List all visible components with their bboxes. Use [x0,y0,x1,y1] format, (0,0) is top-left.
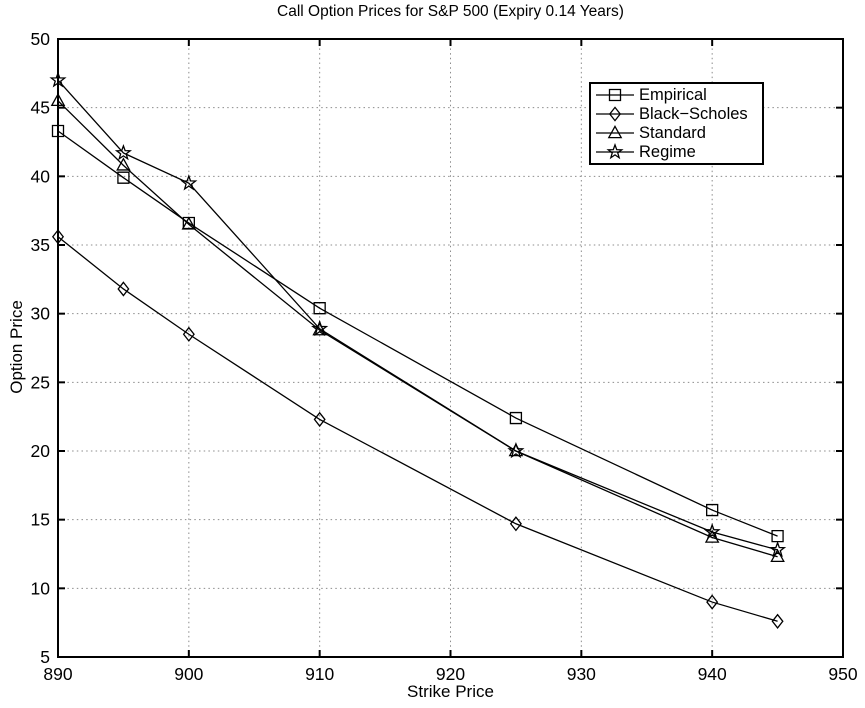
x-tick-label: 890 [43,664,72,684]
legend: Empirical Black−Scholes Standard Regime [589,82,764,165]
x-tick-label: 920 [436,664,465,684]
legend-sample-marker [608,88,622,101]
y-axis-label: Option Price [7,300,26,394]
legend-item-standard: Standard [591,124,762,143]
legend-label: Empirical [639,85,707,104]
series-markers-star [49,71,787,558]
legend-square-marker-icon [596,88,634,101]
x-tick-label: 940 [698,664,727,684]
legend-item-regime: Regime [591,143,762,162]
y-tick-label: 15 [31,510,50,530]
legend-diamond-marker-icon [596,106,634,122]
y-tick-label: 5 [40,647,50,667]
legend-sample-marker [608,106,622,122]
legend-sample-marker [606,143,624,160]
legend-label: Standard [639,124,706,143]
y-tick-label: 10 [31,578,51,598]
chart-title: Call Option Prices for S&P 500 (Expiry 0… [277,3,624,20]
legend-item-empirical: Empirical [591,85,762,104]
y-tick-label: 50 [31,29,51,49]
y-tick-label: 35 [31,235,50,255]
series-line-star [57,79,778,551]
x-axis-label: Strike Price [407,682,494,701]
series-markers-square [51,124,784,543]
x-tick-label: 950 [828,664,857,684]
legend-label: Black−Scholes [639,104,748,123]
axis-box [57,38,844,658]
y-tick-label: 30 [31,304,51,324]
legend-sample-marker [607,125,623,139]
legend-triangle-marker-icon [596,125,634,139]
legend-star-marker-icon [596,143,634,160]
y-tick-label: 25 [31,372,50,392]
x-tick-label: 900 [174,664,203,684]
legend-label: Regime [639,143,696,162]
x-tick-label: 930 [567,664,596,684]
series-line-diamond [57,236,778,622]
y-tick-label: 40 [31,166,51,186]
legend-item-black-scholes: Black−Scholes [591,104,762,123]
series-line-square [57,130,778,537]
series-markers-diamond [51,229,784,629]
y-tick-label: 20 [31,441,51,461]
series-line-triangle [57,100,778,558]
x-tick-label: 910 [305,664,334,684]
y-tick-label: 45 [31,98,50,118]
series-markers-triangle [50,92,785,562]
